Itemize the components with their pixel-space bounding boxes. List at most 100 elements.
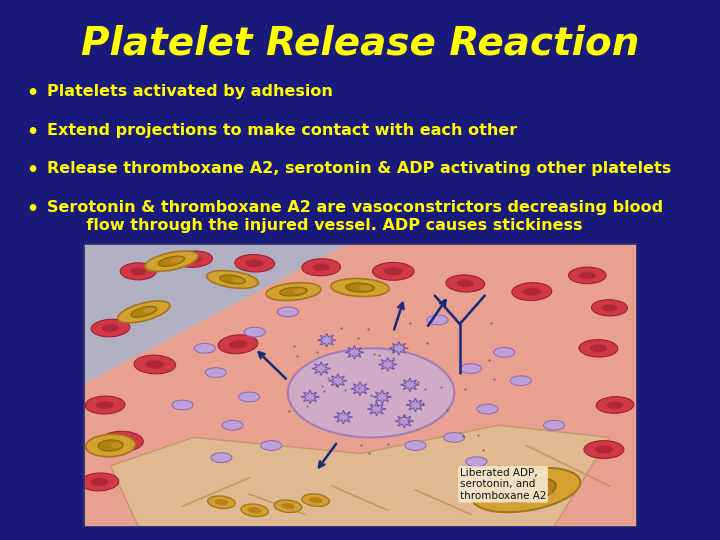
Ellipse shape — [175, 251, 212, 267]
Ellipse shape — [359, 285, 372, 291]
Ellipse shape — [172, 400, 193, 410]
Ellipse shape — [544, 420, 564, 430]
Ellipse shape — [207, 496, 235, 509]
Ellipse shape — [302, 494, 329, 507]
Ellipse shape — [596, 397, 634, 413]
Ellipse shape — [100, 431, 143, 451]
Ellipse shape — [510, 376, 531, 386]
Ellipse shape — [131, 306, 157, 318]
Polygon shape — [83, 243, 349, 384]
Ellipse shape — [215, 499, 228, 505]
Ellipse shape — [158, 256, 185, 266]
Ellipse shape — [497, 478, 556, 502]
Ellipse shape — [601, 304, 618, 312]
Polygon shape — [390, 341, 408, 355]
Ellipse shape — [309, 497, 323, 503]
Ellipse shape — [85, 396, 125, 414]
Ellipse shape — [171, 258, 183, 262]
Ellipse shape — [244, 327, 265, 337]
Ellipse shape — [185, 255, 202, 263]
Ellipse shape — [194, 343, 215, 353]
Ellipse shape — [277, 307, 299, 316]
Ellipse shape — [143, 308, 155, 313]
Text: Platelet Release Reaction: Platelet Release Reaction — [81, 24, 639, 62]
Ellipse shape — [372, 262, 414, 280]
Ellipse shape — [229, 340, 247, 348]
Ellipse shape — [222, 420, 243, 430]
Text: Liberated ADP,
serotonin, and
thromboxane A2: Liberated ADP, serotonin, and thromboxan… — [460, 468, 546, 501]
Ellipse shape — [248, 507, 261, 514]
Ellipse shape — [266, 283, 321, 300]
Ellipse shape — [293, 288, 305, 293]
Ellipse shape — [280, 287, 307, 296]
Ellipse shape — [346, 283, 374, 292]
Polygon shape — [395, 414, 414, 428]
Ellipse shape — [120, 263, 156, 280]
Ellipse shape — [218, 335, 258, 354]
Text: Platelets activated by adhesion: Platelets activated by adhesion — [47, 84, 333, 99]
Ellipse shape — [274, 500, 302, 512]
Ellipse shape — [579, 340, 618, 357]
Ellipse shape — [427, 315, 448, 325]
Ellipse shape — [91, 478, 108, 486]
Ellipse shape — [288, 348, 454, 437]
Ellipse shape — [466, 457, 487, 467]
Ellipse shape — [606, 401, 624, 409]
Ellipse shape — [444, 433, 465, 442]
Ellipse shape — [145, 251, 198, 272]
Polygon shape — [367, 402, 386, 416]
Ellipse shape — [241, 504, 269, 517]
Ellipse shape — [460, 364, 482, 374]
Ellipse shape — [80, 473, 119, 491]
Ellipse shape — [220, 275, 246, 284]
Text: Serotonin & thromboxane A2 are vasoconstrictors decreasing blood
       flow thr: Serotonin & thromboxane A2 are vasoconst… — [47, 200, 663, 233]
Ellipse shape — [207, 271, 258, 288]
Ellipse shape — [117, 301, 170, 323]
Polygon shape — [334, 410, 353, 424]
Ellipse shape — [302, 259, 341, 276]
Ellipse shape — [145, 360, 164, 369]
Text: Extend projections to make contact with each other: Extend projections to make contact with … — [47, 123, 517, 138]
Ellipse shape — [233, 278, 243, 282]
Text: •: • — [27, 84, 38, 103]
Ellipse shape — [235, 254, 274, 272]
Ellipse shape — [405, 441, 426, 450]
Polygon shape — [312, 362, 330, 375]
Ellipse shape — [384, 267, 402, 275]
Text: •: • — [27, 161, 38, 180]
Polygon shape — [373, 390, 392, 404]
Ellipse shape — [238, 392, 260, 402]
Ellipse shape — [579, 272, 595, 279]
Ellipse shape — [494, 348, 515, 357]
Ellipse shape — [446, 275, 485, 292]
Text: •: • — [27, 123, 38, 141]
Polygon shape — [328, 374, 347, 388]
Polygon shape — [111, 426, 609, 526]
Ellipse shape — [134, 355, 176, 374]
Polygon shape — [318, 333, 336, 347]
Ellipse shape — [96, 401, 114, 409]
Ellipse shape — [130, 267, 146, 275]
Ellipse shape — [456, 280, 474, 287]
Ellipse shape — [91, 319, 130, 337]
Ellipse shape — [86, 434, 135, 457]
Ellipse shape — [591, 300, 628, 316]
Ellipse shape — [595, 446, 613, 454]
Ellipse shape — [590, 345, 607, 352]
Ellipse shape — [584, 441, 624, 458]
Ellipse shape — [477, 404, 498, 414]
Polygon shape — [345, 346, 364, 359]
Ellipse shape — [512, 282, 552, 301]
Ellipse shape — [102, 324, 120, 332]
Ellipse shape — [205, 368, 226, 377]
Ellipse shape — [281, 503, 294, 509]
Polygon shape — [400, 378, 419, 392]
Polygon shape — [351, 382, 369, 396]
Ellipse shape — [261, 441, 282, 450]
Polygon shape — [406, 398, 425, 412]
Ellipse shape — [211, 453, 232, 462]
Ellipse shape — [331, 279, 389, 296]
Ellipse shape — [472, 468, 580, 512]
Ellipse shape — [112, 437, 131, 446]
Ellipse shape — [526, 487, 548, 497]
